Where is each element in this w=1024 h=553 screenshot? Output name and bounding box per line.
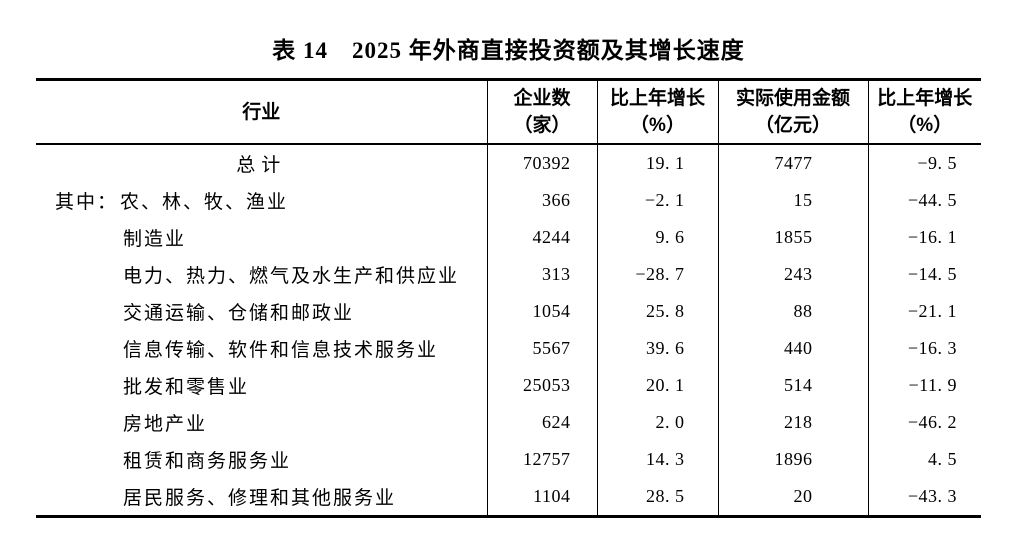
table-body: 总计 70392 19. 1 7477 −9. 5 其中： 农、林、牧、渔业 36… (36, 144, 981, 517)
enterprises-cell: 70392 (486, 144, 597, 182)
column-header-enterprises: 企业数 （家） (486, 79, 597, 145)
amount-cell: 7477 (717, 144, 868, 182)
amount-cell: 514 (717, 367, 868, 404)
industry-cell: 制造业 (123, 229, 187, 250)
enterprise-growth-cell: 2. 0 (596, 404, 718, 441)
among-which-prefix: 其中： (55, 192, 119, 213)
amount-growth-cell: −16. 3 (867, 330, 981, 367)
enterprises-cell: 5567 (486, 330, 597, 367)
amount-growth-cell: −16. 1 (867, 219, 981, 256)
industry-cell: 其中： 农、林、牧、渔业 (36, 182, 487, 219)
amount-growth-cell: 4. 5 (867, 441, 981, 478)
industry-cell: 总计 (236, 155, 287, 176)
column-header-amount: 实际使用金额 （亿元） (717, 79, 868, 145)
amount-growth-cell: −14. 5 (867, 256, 981, 293)
column-header-amount-growth: 比上年增长 （%） (867, 79, 981, 145)
amount-cell: 440 (717, 330, 868, 367)
enterprises-cell: 624 (486, 404, 597, 441)
table-header: 行业 企业数 （家） 比上年增长 （%） 实际使用金额 （亿元） 比上年增长 （… (36, 79, 981, 145)
industry-cell: 批发和零售业 (123, 377, 250, 398)
enterprise-growth-cell: 39. 6 (596, 330, 718, 367)
enterprise-growth-cell: −28. 7 (596, 256, 718, 293)
enterprise-growth-cell: 28. 5 (596, 478, 718, 517)
enterprises-cell: 1104 (486, 478, 597, 517)
table-row: 房地产业 624 2. 0 218 −46. 2 (36, 404, 981, 441)
table-row: 其中： 农、林、牧、渔业 366 −2. 1 15 −44. 5 (36, 182, 981, 219)
column-header-unit: （%） (897, 115, 953, 136)
fdi-table: 行业 企业数 （家） 比上年增长 （%） 实际使用金额 （亿元） 比上年增长 （… (36, 78, 981, 518)
column-header-unit: （家） (513, 115, 571, 136)
amount-cell: 218 (717, 404, 868, 441)
column-header-label: 行业 (242, 101, 281, 123)
amount-cell: 15 (717, 182, 868, 219)
amount-growth-cell: −43. 3 (867, 478, 981, 517)
enterprise-growth-cell: 14. 3 (596, 441, 718, 478)
column-header-label: 实际使用金额 (735, 88, 850, 109)
amount-cell: 1855 (717, 219, 868, 256)
enterprise-growth-cell: −2. 1 (596, 182, 718, 219)
enterprises-cell: 25053 (486, 367, 597, 404)
industry-label: 农、林、牧、渔业 (120, 192, 289, 213)
enterprise-growth-cell: 19. 1 (596, 144, 718, 182)
amount-cell: 243 (717, 256, 868, 293)
amount-cell: 88 (717, 293, 868, 330)
amount-growth-cell: −21. 1 (867, 293, 981, 330)
industry-cell: 电力、热力、燃气及水生产和供应业 (123, 266, 460, 287)
amount-growth-cell: −11. 9 (867, 367, 981, 404)
enterprise-growth-cell: 25. 8 (596, 293, 718, 330)
enterprises-cell: 1054 (486, 293, 597, 330)
column-header-enterprise-growth: 比上年增长 （%） (596, 79, 718, 145)
industry-cell: 租赁和商务服务业 (123, 451, 292, 472)
table-title: 表 14 2025 年外商直接投资额及其增长速度 (272, 38, 745, 63)
table-row: 租赁和商务服务业 12757 14. 3 1896 4. 5 (36, 441, 981, 478)
table-row: 制造业 4244 9. 6 1855 −16. 1 (36, 219, 981, 256)
enterprises-cell: 313 (486, 256, 597, 293)
table-row: 居民服务、修理和其他服务业 1104 28. 5 20 −43. 3 (36, 478, 981, 517)
column-header-label: 企业数 (513, 88, 571, 109)
industry-cell: 居民服务、修理和其他服务业 (123, 488, 397, 509)
enterprises-cell: 12757 (486, 441, 597, 478)
column-header-label: 比上年增长 (609, 88, 705, 109)
enterprises-cell: 366 (486, 182, 597, 219)
amount-growth-cell: −9. 5 (867, 144, 981, 182)
column-header-unit: （亿元） (754, 115, 831, 136)
column-header-unit: （%） (630, 115, 685, 136)
industry-cell: 房地产业 (123, 414, 208, 435)
amount-cell: 1896 (717, 441, 868, 478)
amount-cell: 20 (717, 478, 868, 517)
table-row: 电力、热力、燃气及水生产和供应业 313 −28. 7 243 −14. 5 (36, 256, 981, 293)
industry-cell: 交通运输、仓储和邮政业 (123, 303, 355, 324)
enterprise-growth-cell: 20. 1 (596, 367, 718, 404)
table-row: 批发和零售业 25053 20. 1 514 −11. 9 (36, 367, 981, 404)
header-row: 行业 企业数 （家） 比上年增长 （%） 实际使用金额 （亿元） 比上年增长 （… (36, 79, 981, 145)
table-row: 信息传输、软件和信息技术服务业 5567 39. 6 440 −16. 3 (36, 330, 981, 367)
table-row: 总计 70392 19. 1 7477 −9. 5 (36, 144, 981, 182)
industry-cell: 信息传输、软件和信息技术服务业 (123, 340, 439, 361)
table-row: 交通运输、仓储和邮政业 1054 25. 8 88 −21. 1 (36, 293, 981, 330)
enterprises-cell: 4244 (486, 219, 597, 256)
column-header-industry: 行业 (36, 79, 487, 145)
enterprise-growth-cell: 9. 6 (596, 219, 718, 256)
column-header-label: 比上年增长 (877, 88, 973, 109)
amount-growth-cell: −46. 2 (867, 404, 981, 441)
amount-growth-cell: −44. 5 (867, 182, 981, 219)
